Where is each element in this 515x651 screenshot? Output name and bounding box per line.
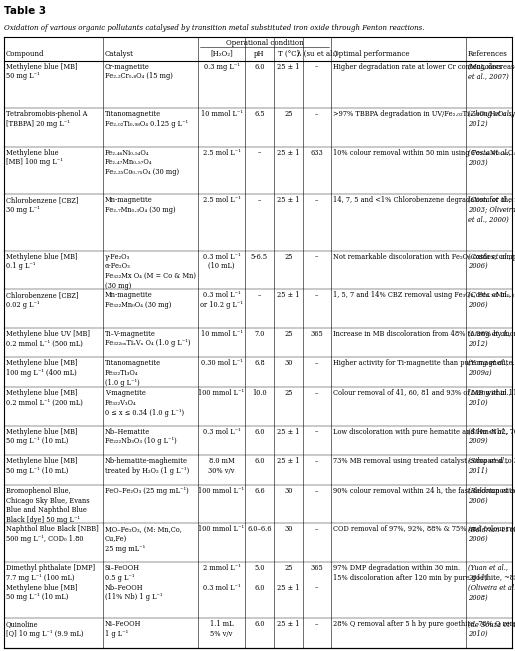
Text: 25: 25 (284, 110, 293, 118)
Text: Nb-hematite-maghemite
treated by H₂O₂ (1 g L⁻¹): Nb-hematite-maghemite treated by H₂O₂ (1… (105, 457, 189, 475)
Text: (Liang et al.,
2012): (Liang et al., 2012) (468, 329, 510, 348)
Text: 25 ± 1: 25 ± 1 (278, 291, 300, 299)
Text: Titanomagnetite
Fe₃₂₂Ti₃O₄
(1.0 g L⁻¹): Titanomagnetite Fe₃₂₂Ti₃O₄ (1.0 g L⁻¹) (105, 359, 161, 387)
Text: 6.0: 6.0 (254, 457, 265, 465)
Text: 6.0–6.6: 6.0–6.6 (247, 525, 272, 533)
Text: (Zhong et al.,
2012): (Zhong et al., 2012) (468, 110, 513, 128)
Text: Dimethyl phthalate [DMP]
7.7 mg L⁻¹ (100 mL)
Methylene blue [MB]
50 mg L⁻¹ (10 m: Dimethyl phthalate [DMP] 7.7 mg L⁻¹ (100… (6, 564, 95, 602)
Text: Ni–FeOOH
1 g L⁻¹: Ni–FeOOH 1 g L⁻¹ (105, 620, 141, 638)
Text: –: – (315, 457, 318, 465)
Text: 97% DMP degradation within 30 min.
15% discoloration after 120 min by pure goeth: 97% DMP degradation within 30 min. 15% d… (333, 564, 515, 582)
Text: (Costa et al.,
2003; Oliveira
et al., 2000): (Costa et al., 2003; Oliveira et al., 20… (468, 196, 515, 224)
Text: (Baldrian et al.,
2006): (Baldrian et al., 2006) (468, 487, 515, 505)
Text: 90% colour removal within 24 h, the fast decomposition rate at first hour.: 90% colour removal within 24 h, the fast… (333, 487, 515, 495)
Text: –: – (315, 62, 318, 71)
Text: –: – (258, 291, 261, 299)
Text: FeO–Fe₂O₃ (25 mg mL⁻¹): FeO–Fe₂O₃ (25 mg mL⁻¹) (105, 487, 188, 495)
Text: COD removal of 97%, 92%, 88% & 75% and colour removal of 85%, 67%, 53% & 58% usi: COD removal of 97%, 92%, 88% & 75% and c… (333, 525, 515, 533)
Text: 10 mmol L⁻¹: 10 mmol L⁻¹ (200, 110, 243, 118)
Text: 6.5: 6.5 (254, 110, 265, 118)
Text: 6.0: 6.0 (254, 428, 265, 436)
Text: Mn-magnetite
Fe₃₂₂Mn₀O₄ (30 mg): Mn-magnetite Fe₃₂₂Mn₀O₄ (30 mg) (105, 291, 171, 309)
Text: Bromophenol Blue,
Chicago Sky Blue, Evans
Blue and Naphthol Blue
Black [dye] 50 : Bromophenol Blue, Chicago Sky Blue, Evan… (6, 487, 90, 524)
Text: 28% Q removal after 5 h by pure goethite, 70% Q removal within 5 h.: 28% Q removal after 5 h by pure goethite… (333, 620, 515, 628)
Text: Naphthol Blue Black [NBB]
500 mg L⁻¹, COD₀ 1.80: Naphthol Blue Black [NBB] 500 mg L⁻¹, CO… (6, 525, 99, 543)
Text: 25 ± 1: 25 ± 1 (278, 148, 300, 157)
Text: 14, 7, 5 and <1% Chlorobenzene degradation for the reactions using Fe₂.₄₇Mn₀.₅₇O: 14, 7, 5 and <1% Chlorobenzene degradati… (333, 196, 515, 204)
Text: V-magnetite
Fe₃₂₂V₃O₄
0 ≤ x ≤ 0.34 (1.0 g L⁻¹): V-magnetite Fe₃₂₂V₃O₄ 0 ≤ x ≤ 0.34 (1.0 … (105, 389, 184, 417)
Text: 5-6.5: 5-6.5 (251, 253, 268, 260)
Text: 5.0

6.0: 5.0 6.0 (254, 564, 265, 592)
Text: >97% TBBPA degradation in UV/Fe₂.₀₂Ti₀.₉₈O₄/H₂O₂ system, ~ 75% in UV/H₂O₂ₓₓ syst: >97% TBBPA degradation in UV/Fe₂.₀₂Ti₀.₉… (333, 110, 515, 118)
Text: Compound: Compound (6, 49, 44, 58)
Text: (Costa et al.,
2006): (Costa et al., 2006) (468, 253, 510, 270)
Text: Mn-magnetite
Fe₂.₇Mn₀.₃O₄ (30 mg): Mn-magnetite Fe₂.₇Mn₀.₃O₄ (30 mg) (105, 196, 175, 214)
Text: Titanomagnetite
Fe₂.₀₂Ti₀.₉₈O₄ 0.125 g L⁻¹: Titanomagnetite Fe₂.₀₂Ti₀.₉₈O₄ 0.125 g L… (105, 110, 188, 128)
Text: (Silva et al.,
2009): (Silva et al., 2009) (468, 428, 508, 445)
Text: –: – (315, 525, 318, 533)
Text: Operational condition: Operational condition (226, 38, 303, 46)
Text: 0.3 mg L⁻¹: 0.3 mg L⁻¹ (203, 62, 239, 71)
Text: Not remarkable discoloration with Fe₂O₃ oxides, complete colour removal and high: Not remarkable discoloration with Fe₂O₃ … (333, 253, 515, 260)
Text: Methylene blue
[MB] 100 mg L⁻¹: Methylene blue [MB] 100 mg L⁻¹ (6, 148, 63, 167)
Text: Ti–V-magnetite
Fe₃₂₂ₒₓTiₓVₓ O₄ (1.0 g L⁻¹): Ti–V-magnetite Fe₃₂₂ₒₓTiₓVₓ O₄ (1.0 g L⁻… (105, 329, 190, 348)
Text: 100 mmol L⁻¹: 100 mmol L⁻¹ (198, 487, 245, 495)
Text: 25 ± 1: 25 ± 1 (278, 457, 300, 465)
Text: MO–Fe₂O₃, (M: Mn,Co,
Cu,Fe)
25 mg mL⁻¹: MO–Fe₂O₃, (M: Mn,Co, Cu,Fe) 25 mg mL⁻¹ (105, 525, 181, 553)
Text: 25: 25 (284, 329, 293, 338)
Text: 0.30 mol L⁻¹: 0.30 mol L⁻¹ (200, 359, 243, 367)
Text: Fe₂.₄₆Ni₀.₅₄O₄
Fe₂.₄₇Mn₀.₅₇O₄
Fe₂.₂₅Co₀.₇₅O₄ (30 mg): Fe₂.₄₆Ni₀.₅₄O₄ Fe₂.₄₇Mn₀.₅₇O₄ Fe₂.₂₅Co₀.… (105, 148, 179, 176)
Text: Methylene blue [MB]
0.1 g L⁻¹: Methylene blue [MB] 0.1 g L⁻¹ (6, 253, 78, 270)
Text: Optimal performance: Optimal performance (333, 49, 409, 58)
Text: Table 3: Table 3 (4, 6, 46, 16)
Text: (Costa et al.,
2006): (Costa et al., 2006) (468, 291, 510, 309)
Text: [H₂O₂]: [H₂O₂] (210, 49, 233, 58)
Text: 25: 25 (284, 253, 293, 260)
Text: 7.0: 7.0 (254, 329, 265, 338)
Text: Chlorobenzene [CBZ]
0.02 g L⁻¹: Chlorobenzene [CBZ] 0.02 g L⁻¹ (6, 291, 79, 309)
Text: Higher activity for Ti-magnetite than pure magnetite. Decrease in residual MB wi: Higher activity for Ti-magnetite than pu… (333, 359, 515, 367)
Text: 100 mmol L⁻¹: 100 mmol L⁻¹ (198, 389, 245, 397)
Text: 10 mmol L⁻¹: 10 mmol L⁻¹ (200, 329, 243, 338)
Text: 0.3 mol L⁻¹: 0.3 mol L⁻¹ (202, 428, 241, 436)
Text: 10.0: 10.0 (252, 389, 267, 397)
Text: 8.0 mM
30% v/v: 8.0 mM 30% v/v (208, 457, 235, 475)
Text: T (°C): T (°C) (278, 49, 299, 58)
Text: λ (su et al.): λ (su et al.) (297, 49, 337, 58)
Text: (Baldrian et al.,
2006): (Baldrian et al., 2006) (468, 525, 515, 543)
Text: 365: 365 (311, 329, 323, 338)
Text: Increase in MB discoloration from 48% to 96% by increase in Ti content from x = : Increase in MB discoloration from 48% to… (333, 329, 515, 338)
Text: 30: 30 (284, 359, 293, 367)
Text: 0.3 mol L⁻¹
or 10.2 g L⁻¹: 0.3 mol L⁻¹ or 10.2 g L⁻¹ (200, 291, 243, 309)
Text: 30: 30 (284, 487, 293, 495)
Text: 25

25 ± 1: 25 25 ± 1 (278, 564, 300, 592)
Text: γ-Fe₂O₃
α-Fe₂O₃
Fe₃₂₂Mx O₄ (M = Co & Mn)
(30 mg): γ-Fe₂O₃ α-Fe₂O₃ Fe₃₂₂Mx O₄ (M = Co & Mn)… (105, 253, 196, 290)
Text: (Yuan et al.,
2011)
(Oliveira et al.,
2008): (Yuan et al., 2011) (Oliveira et al., 20… (468, 564, 515, 602)
Text: 2 mmol L⁻¹

0.3 mol L⁻¹: 2 mmol L⁻¹ 0.3 mol L⁻¹ (202, 564, 241, 592)
Text: References: References (468, 49, 507, 58)
Text: Oxidation of various organic pollutants catalysed by transition metal substitute: Oxidation of various organic pollutants … (4, 23, 424, 32)
Text: 6.8: 6.8 (254, 359, 265, 367)
Text: 25 ± 1: 25 ± 1 (278, 196, 300, 204)
Text: (de Souza et al.,
2010): (de Souza et al., 2010) (468, 620, 515, 638)
Text: Nb–Hematite
Fe₂₂₂Nb₃O₃ (10 g L⁻¹): Nb–Hematite Fe₂₂₂Nb₃O₃ (10 g L⁻¹) (105, 428, 177, 445)
Text: Methylene blue UV [MB]
0.2 mmol L⁻¹ (500 mL): Methylene blue UV [MB] 0.2 mmol L⁻¹ (500… (6, 329, 90, 348)
Text: (Magaìaes
et al., 2007): (Magaìaes et al., 2007) (468, 62, 508, 81)
Text: –: – (315, 487, 318, 495)
Text: Higher degradation rate at lower Cr content, decrease in discoloration rate and : Higher degradation rate at lower Cr cont… (333, 62, 515, 71)
Text: –: – (258, 196, 261, 204)
Text: Cr-magnetite
Fe₂.₂Cr₀.₈O₄ (15 mg): Cr-magnetite Fe₂.₂Cr₀.₈O₄ (15 mg) (105, 62, 173, 81)
Text: 0.3 mol L⁻¹
(10 mL): 0.3 mol L⁻¹ (10 mL) (202, 253, 241, 270)
Text: 6.0: 6.0 (254, 620, 265, 628)
Text: (Costa et al.,
2003): (Costa et al., 2003) (468, 148, 510, 167)
Text: 365

–: 365 – (311, 564, 323, 592)
Text: (Silva et al.,
2011): (Silva et al., 2011) (468, 457, 508, 475)
Text: –: – (315, 359, 318, 367)
Text: 1.1 mL
5% v/v: 1.1 mL 5% v/v (210, 620, 233, 638)
Text: –: – (315, 291, 318, 299)
Text: Methylene blue [MB]
0.2 mmol L⁻¹ (200 mL): Methylene blue [MB] 0.2 mmol L⁻¹ (200 mL… (6, 389, 83, 407)
Text: –: – (315, 110, 318, 118)
Text: –: – (315, 253, 318, 260)
Text: Low discoloration with pure hematite and Hm-Nb2, 70% colour removal and 25% TOC : Low discoloration with pure hematite and… (333, 428, 515, 436)
Text: 2.5 mol L⁻¹: 2.5 mol L⁻¹ (202, 196, 241, 204)
